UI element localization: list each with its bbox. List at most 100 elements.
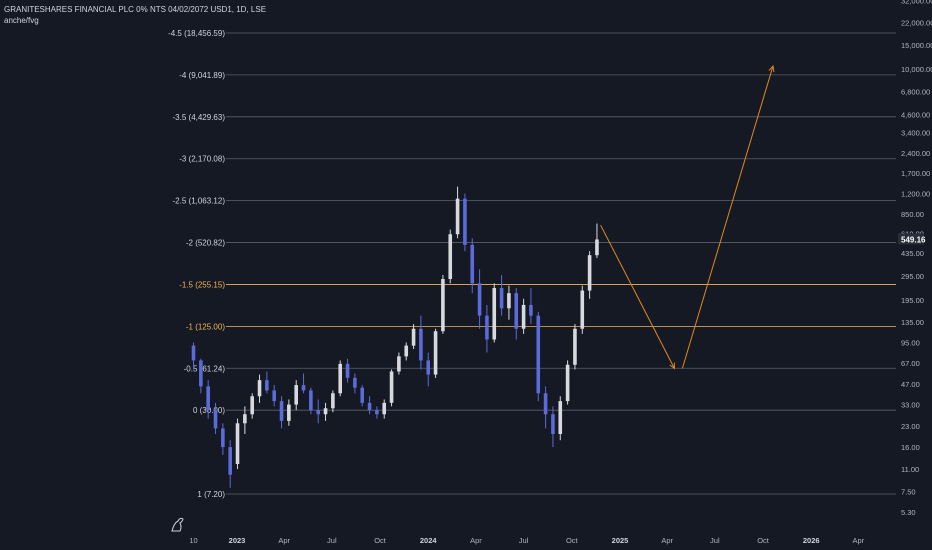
time-tick-label: Apr bbox=[853, 536, 865, 545]
candle-body bbox=[221, 428, 225, 448]
candle-body bbox=[272, 390, 276, 402]
fib-level-label: -3 (2,170.08) bbox=[179, 155, 225, 164]
candle-body bbox=[389, 371, 394, 403]
candle-body bbox=[257, 380, 262, 397]
fib-level-label: -4.5 (18,456.59) bbox=[168, 29, 225, 38]
candle-body bbox=[382, 402, 387, 415]
time-tick-label: Oct bbox=[374, 536, 387, 545]
price-tick-label: 7.50 bbox=[901, 488, 916, 497]
candle-body bbox=[587, 255, 592, 291]
price-tick-label: 6,800.00 bbox=[901, 88, 930, 97]
price-badge-value: 549.16 bbox=[901, 235, 926, 244]
chart-header: GRANITESHARES FINANCIAL PLC 0% NTS 04/02… bbox=[4, 4, 266, 26]
candle-body bbox=[279, 401, 284, 421]
candle-body bbox=[573, 328, 577, 365]
candle-body bbox=[514, 293, 519, 329]
candle-body bbox=[367, 402, 372, 411]
price-tick-label: 1,200.00 bbox=[901, 190, 930, 199]
candle-body bbox=[411, 328, 416, 346]
projection-arrow-head bbox=[669, 362, 676, 370]
candle-body bbox=[331, 393, 335, 409]
candle-body bbox=[191, 345, 196, 361]
logo-icon bbox=[171, 517, 184, 532]
time-axis[interactable]: 10 2023 Apr Jul Oct 2024 Apr Jul Oct 2025 Apr Jul Oc… bbox=[189, 536, 864, 545]
price-tick-label: 295.00 bbox=[901, 272, 924, 281]
candle-body bbox=[301, 385, 306, 391]
candle-body bbox=[543, 393, 548, 415]
candle-body bbox=[243, 414, 247, 424]
price-tick-label: 11.00 bbox=[901, 465, 919, 474]
fib-level-label: -4 (9,041.89) bbox=[179, 71, 225, 80]
price-tick-label: 32,000.00 bbox=[901, 0, 932, 6]
candle-body bbox=[499, 288, 504, 309]
candle-body bbox=[580, 290, 585, 329]
price-tick-label: 850.00 bbox=[901, 210, 924, 219]
symbol-title: GRANITESHARES FINANCIAL PLC 0% NTS 04/02… bbox=[4, 5, 267, 14]
price-tick-label: 1,700.00 bbox=[901, 169, 930, 178]
candle-body bbox=[397, 356, 401, 372]
candle-body bbox=[507, 293, 511, 309]
indicator-label: anche/fvg bbox=[4, 16, 39, 25]
price-tick-label: 3,400.00 bbox=[901, 128, 930, 137]
price-tick-label: 47.00 bbox=[901, 380, 920, 389]
candle-body bbox=[323, 408, 328, 415]
projection-arrows[interactable] bbox=[600, 65, 775, 370]
tradingview-logo bbox=[171, 517, 184, 532]
time-tick-label: 2026 bbox=[803, 536, 820, 545]
candle-body bbox=[360, 387, 365, 403]
fib-level-label: -0.5 (61.24) bbox=[184, 364, 226, 373]
time-tick-label: Oct bbox=[566, 536, 579, 545]
candle-body bbox=[235, 423, 240, 464]
fib-levels: -4.5 (18,456.59) -4 (9,041.89) -3.5 (4,429… bbox=[168, 29, 896, 499]
candle-body bbox=[595, 239, 599, 256]
candle-body bbox=[558, 401, 563, 434]
candle-body bbox=[426, 360, 431, 375]
candle-body bbox=[404, 345, 409, 357]
candle-body bbox=[294, 385, 299, 405]
candle-body bbox=[441, 278, 445, 332]
projection-arrow-line[interactable] bbox=[600, 224, 675, 369]
candle-body bbox=[551, 414, 555, 434]
candle-body bbox=[213, 410, 218, 429]
candle-body bbox=[492, 288, 497, 340]
current-price-badge: 549.16 bbox=[898, 233, 926, 245]
time-tick-label: Apr bbox=[661, 536, 673, 545]
price-tick-label: 15,000.00 bbox=[901, 41, 932, 50]
price-tick-label: 22,000.00 bbox=[901, 19, 932, 28]
projection-arrow-head bbox=[768, 65, 775, 73]
price-tick-label: 33.00 bbox=[901, 401, 920, 410]
fib-level-label: -1 (125.00) bbox=[186, 322, 225, 331]
price-tick-label: 95.00 bbox=[901, 338, 920, 347]
fib-level-label: -2 (520.82) bbox=[186, 239, 225, 248]
time-tick-label: Jul bbox=[710, 536, 720, 545]
price-tick-label: 435.00 bbox=[901, 249, 924, 258]
candle-body bbox=[485, 315, 489, 340]
price-candles bbox=[191, 186, 599, 488]
price-tick-label: 135.00 bbox=[901, 318, 924, 327]
time-tick-label: 2025 bbox=[612, 536, 629, 545]
time-tick-label: 2023 bbox=[229, 536, 246, 545]
price-tick-label: 16.00 bbox=[901, 443, 920, 452]
price-tick-label: 5.30 bbox=[901, 508, 916, 517]
price-tick-label: 10,000.00 bbox=[901, 65, 932, 74]
time-tick-label: 2024 bbox=[420, 536, 438, 545]
price-tick-label: 2,400.00 bbox=[901, 149, 930, 158]
candle-body bbox=[287, 404, 291, 421]
candle-body bbox=[228, 447, 232, 475]
candle-body bbox=[353, 377, 357, 388]
fib-level-label: -3.5 (4,429.63) bbox=[173, 113, 226, 122]
candle-body bbox=[470, 244, 475, 284]
candle-body bbox=[455, 198, 460, 235]
projection-arrow-line[interactable] bbox=[681, 65, 774, 369]
candle-body bbox=[265, 380, 269, 391]
candle-body bbox=[206, 386, 210, 411]
candle-body bbox=[316, 410, 321, 415]
price-badge bbox=[898, 233, 924, 245]
price-tick-label: 195.00 bbox=[901, 296, 924, 305]
fib-level-label: -2.5 (1,063.12) bbox=[173, 197, 226, 206]
candle-body bbox=[419, 328, 423, 361]
candle-body bbox=[345, 363, 350, 378]
candle-body bbox=[309, 390, 313, 411]
price-axis[interactable]: 32,000.00 22,000.00 15,000.00 10,000.00 6,80… bbox=[901, 0, 932, 517]
